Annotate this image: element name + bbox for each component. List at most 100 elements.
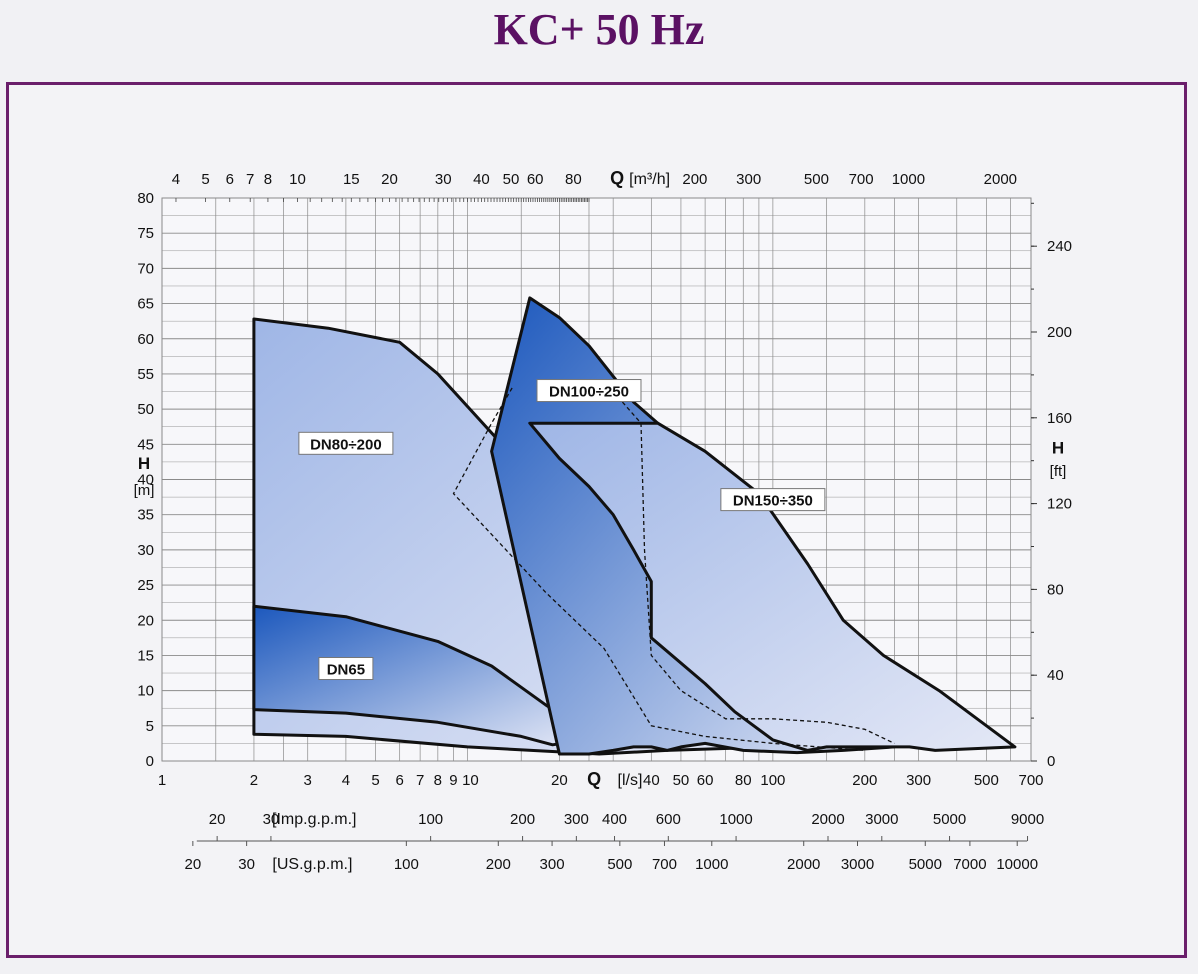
left-tick-label: 0 [146, 753, 154, 770]
us-gpm-tick-label: 300 [540, 856, 565, 873]
us-gpm-label: [US.g.p.m.] [272, 856, 352, 873]
us-gpm-tick-label: 2000 [787, 856, 820, 873]
DN100÷250-dashed [452, 387, 865, 752]
bottom-tick-label: 2 [250, 772, 258, 789]
operating-regions [252, 296, 1017, 756]
pump-performance-chart: 05101520253035404550556065707580H[m]0408… [134, 168, 1072, 873]
imp-gpm-tick-label: 100 [418, 811, 443, 828]
bottom-tick-label: 5 [371, 772, 379, 789]
bottom-tick-label: 7 [416, 772, 424, 789]
bottom-tick-label: 40 [643, 772, 660, 789]
imp-gpm-tick-label: 3000 [865, 811, 898, 828]
top-tick-label: 8 [264, 171, 272, 188]
us-gpm-tick-label: 700 [652, 856, 677, 873]
us-gpm-tick-label: 30 [238, 856, 255, 873]
left-tick-label: 65 [137, 296, 154, 313]
imp-gpm-tick-label: 1000 [719, 811, 752, 828]
left-tick-label: 10 [137, 683, 154, 700]
us-gpm-tick-label: 7000 [953, 856, 986, 873]
right-tick-label: 120 [1047, 496, 1072, 513]
region-label-dn100250: DN100÷250 [549, 384, 629, 401]
right-axis-unit: [ft] [1050, 463, 1067, 480]
left-tick-label: 30 [137, 542, 154, 559]
bottom-tick-label: 9 [449, 772, 457, 789]
bottom-tick-label: 60 [697, 772, 714, 789]
region-label-dn65: DN65 [327, 662, 365, 679]
us-gpm-tick-label: 10000 [996, 856, 1038, 873]
left-tick-label: 60 [137, 331, 154, 348]
bottom-tick-label: 50 [673, 772, 690, 789]
region-label-dn150350: DN150÷350 [733, 493, 813, 510]
bottom-tick-label: 6 [396, 772, 404, 789]
imp-gpm-tick-label: 300 [564, 811, 589, 828]
bottom-axis-unit: [l/s] [618, 772, 643, 789]
bottom-tick-label: 200 [852, 772, 877, 789]
bottom-tick-label: 700 [1018, 772, 1043, 789]
bottom-tick-label: 300 [906, 772, 931, 789]
right-tick-label: 40 [1047, 667, 1064, 684]
right-axis-label: H [1052, 438, 1064, 457]
imp-gpm-tick-label: 600 [656, 811, 681, 828]
us-gpm-tick-label: 3000 [841, 856, 874, 873]
bottom-tick-label: 4 [342, 772, 350, 789]
axes: 05101520253035404550556065707580H[m]0408… [134, 168, 1072, 873]
left-tick-label: 70 [137, 260, 154, 277]
left-tick-label: 5 [146, 718, 154, 735]
left-tick-label: 35 [137, 507, 154, 524]
top-tick-label: 80 [565, 171, 582, 188]
top-tick-label: 15 [343, 171, 360, 188]
us-gpm-tick-label: 20 [185, 856, 202, 873]
imp-gpm-tick-label: 2000 [811, 811, 844, 828]
imp-gpm-tick-label: 200 [510, 811, 535, 828]
left-tick-label: 50 [137, 401, 154, 418]
right-tick-label: 200 [1047, 324, 1072, 341]
top-tick-label: 300 [736, 171, 761, 188]
top-tick-label: 200 [682, 171, 707, 188]
left-tick-label: 55 [137, 366, 154, 383]
bottom-tick-label: 3 [304, 772, 312, 789]
region-label-box [298, 431, 394, 455]
right-tick-label: 80 [1047, 581, 1064, 598]
imp-gpm-tick-label: 20 [209, 811, 226, 828]
bottom-tick-label: 20 [551, 772, 568, 789]
imp-gpm-tick-label: 9000 [1011, 811, 1044, 828]
region-label-box [536, 379, 642, 403]
top-tick-label: 60 [527, 171, 544, 188]
top-tick-label: 30 [435, 171, 452, 188]
bottom-tick-label: 80 [735, 772, 752, 789]
right-tick-label: 240 [1047, 238, 1072, 255]
right-tick-label: 160 [1047, 410, 1072, 427]
left-axis-unit: [m] [134, 482, 155, 499]
left-tick-label: 15 [137, 647, 154, 664]
top-tick-label: 5 [201, 171, 209, 188]
us-gpm-tick-label: 100 [394, 856, 419, 873]
top-axis-label: Q [610, 168, 624, 188]
top-tick-label: 6 [226, 171, 234, 188]
imp-gpm-tick-label: 400 [602, 811, 627, 828]
left-tick-label: 45 [137, 436, 154, 453]
bottom-tick-label: 500 [974, 772, 999, 789]
imp-gpm-tick-label: 5000 [933, 811, 966, 828]
us-gpm-tick-label: 500 [607, 856, 632, 873]
region-labels: DN80÷200 DN65 DN100÷250 DN150÷350 [298, 379, 826, 681]
top-tick-label: 50 [503, 171, 520, 188]
top-tick-label: 7 [246, 171, 254, 188]
region-label-box [720, 488, 826, 512]
region-dn150350 [528, 421, 1017, 752]
top-tick-label: 4 [172, 171, 180, 188]
left-tick-label: 75 [137, 225, 154, 242]
bottom-tick-label: 100 [760, 772, 785, 789]
left-tick-label: 25 [137, 577, 154, 594]
us-gpm-tick-label: 5000 [909, 856, 942, 873]
left-tick-label: 40 [137, 472, 154, 489]
imp-gpm-label: [Imp.g.p.m.] [272, 811, 356, 828]
top-tick-label: 10 [289, 171, 306, 188]
bottom-axis-label: Q [587, 769, 601, 789]
region-label-dn80200: DN80÷200 [310, 436, 382, 453]
bottom-tick-label: 1 [158, 772, 166, 789]
dashed-envelopes [452, 387, 895, 752]
top-tick-label: 20 [381, 171, 398, 188]
bottom-tick-label: 8 [434, 772, 442, 789]
left-tick-label: 20 [137, 612, 154, 629]
left-tick-label: 80 [137, 190, 154, 207]
